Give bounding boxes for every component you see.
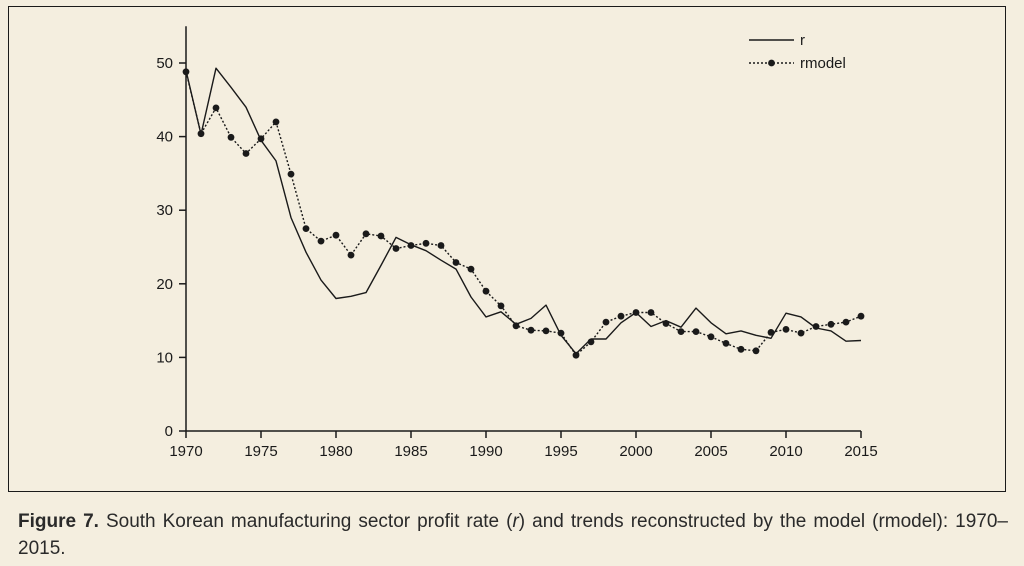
data-point-rmodel <box>257 135 265 143</box>
data-point-rmodel <box>452 259 460 266</box>
series-layer <box>182 67 865 359</box>
caption-text-2: ) and trends reconstructed by the model … <box>18 511 1008 559</box>
data-point-rmodel <box>662 320 670 327</box>
x-tick-label: 1985 <box>394 443 427 460</box>
y-tick-label: 0 <box>165 423 173 440</box>
data-point-rmodel <box>647 309 655 316</box>
x-tick-label: 2015 <box>844 443 877 460</box>
chart-frame: 0 10 20 30 40 50 1970 1975 1980 1985 1990 1995 2000 2… <box>8 6 1006 492</box>
y-tick-label: 40 <box>156 129 173 146</box>
data-point-rmodel <box>632 309 640 316</box>
data-point-rmodel <box>827 320 835 328</box>
data-point-rmodel <box>812 323 820 330</box>
caption-text-1: South Korean manufacturing sector profit… <box>98 511 513 532</box>
figure-caption: Figure 7. South Korean manufacturing sec… <box>18 508 1008 562</box>
data-point-rmodel <box>722 340 730 347</box>
data-point-rmodel <box>692 328 700 335</box>
series-line-rmodel <box>185 71 862 356</box>
data-point-rmodel <box>677 328 685 335</box>
data-point-rmodel <box>707 333 715 341</box>
data-point-rmodel <box>602 318 610 326</box>
data-point-rmodel <box>407 242 415 249</box>
data-point-rmodel <box>482 287 490 295</box>
data-point-rmodel <box>497 302 505 310</box>
data-point-rmodel <box>842 318 850 326</box>
data-point-rmodel <box>542 327 550 335</box>
x-tick-label: 2010 <box>769 443 802 460</box>
legend-marker-rmodel <box>768 59 775 67</box>
data-point-rmodel <box>182 68 190 76</box>
data-point-rmodel <box>422 239 430 247</box>
data-point-rmodel <box>797 329 805 337</box>
data-point-rmodel <box>197 130 205 138</box>
data-point-rmodel <box>467 265 475 273</box>
data-point-rmodel <box>857 312 865 320</box>
line-chart: 0 10 20 30 40 50 1970 1975 1980 1985 1990 1995 2000 2… <box>156 26 878 460</box>
data-point-rmodel <box>752 347 760 355</box>
data-point-rmodel <box>527 326 535 334</box>
data-point-rmodel <box>572 351 580 359</box>
data-point-rmodel <box>392 245 400 252</box>
data-point-rmodel <box>767 329 775 336</box>
data-point-rmodel <box>227 133 235 141</box>
data-point-rmodel <box>332 231 340 239</box>
caption-r-symbol: r <box>512 511 519 532</box>
data-point-rmodel <box>617 312 625 320</box>
data-point-rmodel <box>587 338 595 346</box>
y-tick-label: 10 <box>156 349 173 366</box>
x-tick-label: 1995 <box>544 443 577 460</box>
legend-label-rmodel: rmodel <box>800 55 846 72</box>
legend: r rmodel <box>749 32 846 72</box>
data-point-rmodel <box>377 232 385 240</box>
figure-label: Figure 7. <box>18 511 99 532</box>
y-tick-label: 20 <box>156 276 173 293</box>
data-point-rmodel <box>437 242 445 249</box>
x-tick-label: 1980 <box>319 443 352 460</box>
series-line-r <box>185 67 862 355</box>
axes: 0 10 20 30 40 50 1970 1975 1980 1985 1990 1995 2000 2… <box>156 26 878 460</box>
x-tick-label: 1970 <box>169 443 202 460</box>
y-tick-label: 30 <box>156 202 173 219</box>
legend-label-r: r <box>800 32 805 49</box>
data-point-rmodel <box>287 170 295 178</box>
data-point-rmodel <box>317 237 325 245</box>
data-point-rmodel <box>362 230 370 238</box>
data-point-rmodel <box>302 225 310 233</box>
data-point-rmodel <box>242 150 250 157</box>
x-tick-label: 1990 <box>469 443 502 460</box>
y-tick-label: 50 <box>156 55 173 72</box>
data-point-rmodel <box>347 251 355 259</box>
data-point-rmodel <box>272 118 280 126</box>
x-tick-label: 2000 <box>619 443 652 460</box>
data-point-rmodel <box>557 329 565 337</box>
data-point-rmodel <box>212 104 220 112</box>
x-tick-label: 1975 <box>244 443 277 460</box>
data-point-rmodel <box>737 345 745 353</box>
x-tick-label: 2005 <box>694 443 727 460</box>
data-point-rmodel <box>512 322 520 330</box>
data-point-rmodel <box>782 326 790 333</box>
